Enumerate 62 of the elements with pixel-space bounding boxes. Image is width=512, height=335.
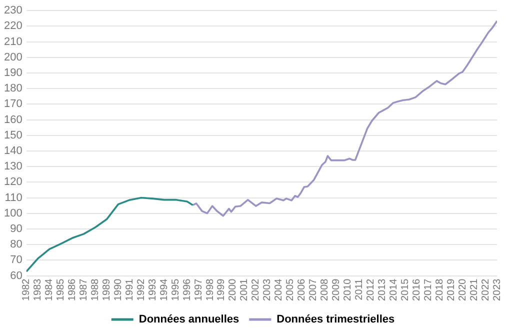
x-tick-label: 2008 — [320, 278, 331, 302]
x-tick-label: 2012 — [365, 278, 376, 302]
x-tick-label: 2015 — [400, 278, 411, 302]
x-tick-label: 2005 — [285, 278, 296, 302]
y-tick-label: 70 — [10, 254, 22, 266]
y-tick-label: 110 — [4, 192, 22, 204]
x-tick-label: 2020 — [457, 278, 468, 302]
x-tick-label: 2011 — [354, 278, 365, 300]
legend-label: Données annuelles — [138, 314, 240, 326]
legend-label: Données trimestrielles — [276, 314, 395, 326]
x-tick-label: 1995 — [170, 278, 182, 302]
x-tick-label: 2017 — [422, 278, 434, 302]
x-tick-label: 1989 — [101, 278, 112, 302]
y-tick-label: 210 — [4, 36, 22, 48]
y-tick-label: 60 — [10, 270, 22, 282]
x-tick-label: 2003 — [262, 278, 274, 302]
y-tick-label: 160 — [4, 114, 22, 126]
x-tick-label: 2010 — [342, 278, 354, 302]
x-tick-label: 1987 — [78, 278, 90, 302]
x-tick-label: 1992 — [136, 278, 147, 302]
y-tick-label: 140 — [4, 145, 22, 158]
y-tick-label: 200 — [4, 51, 22, 64]
x-tick-label: 2023 — [492, 278, 503, 302]
y-tick-label: 130 — [4, 160, 22, 173]
x-tick-label: 2001 — [239, 278, 250, 302]
x-tick-label: 1983 — [32, 278, 44, 302]
y-tick-label: 220 — [4, 20, 22, 32]
x-tick-label: 1984 — [44, 278, 56, 302]
x-tick-label: 1996 — [182, 278, 193, 302]
x-tick-label: 1997 — [193, 278, 204, 302]
x-tick-label: 1998 — [204, 278, 216, 302]
x-tick-label: 1993 — [147, 278, 158, 302]
y-tick-label: 170 — [4, 98, 22, 110]
x-tick-label: 2013 — [376, 278, 388, 302]
x-tick-label: 2022 — [480, 278, 492, 302]
x-tick-label: 1982 — [21, 278, 32, 302]
y-tick-label: 150 — [4, 129, 22, 142]
x-tick-label: 1990 — [112, 278, 124, 302]
x-tick-label: 2006 — [296, 278, 308, 302]
x-tick-label: 2018 — [434, 278, 446, 302]
y-tick-label: 180 — [4, 82, 22, 95]
x-tick-label: 2016 — [411, 278, 422, 302]
x-tick-label: 2000 — [228, 278, 239, 302]
y-tick-label: 90 — [10, 222, 22, 235]
y-tick-label: 100 — [4, 207, 22, 220]
x-tick-label: 2021 — [468, 278, 480, 302]
y-tick-label: 120 — [4, 176, 22, 188]
x-tick-label: 2007 — [308, 278, 320, 302]
y-tick-label: 230 — [4, 4, 22, 17]
y-tick-label: 80 — [10, 238, 22, 251]
x-tick-label: 1994 — [158, 278, 170, 302]
x-tick-label: 1988 — [90, 278, 101, 302]
x-tick-label: 2009 — [331, 278, 342, 302]
y-tick-label: 190 — [4, 67, 22, 80]
x-tick-label: 2014 — [388, 278, 400, 302]
x-tick-label: 2002 — [250, 278, 262, 302]
x-tick-label: 1986 — [67, 278, 78, 302]
x-tick-label: 1999 — [216, 278, 228, 302]
x-tick-label: 1985 — [56, 278, 67, 302]
x-tick-label: 1991 — [124, 278, 136, 302]
x-tick-label: 2004 — [274, 278, 285, 302]
x-tick-label: 2019 — [446, 278, 457, 302]
